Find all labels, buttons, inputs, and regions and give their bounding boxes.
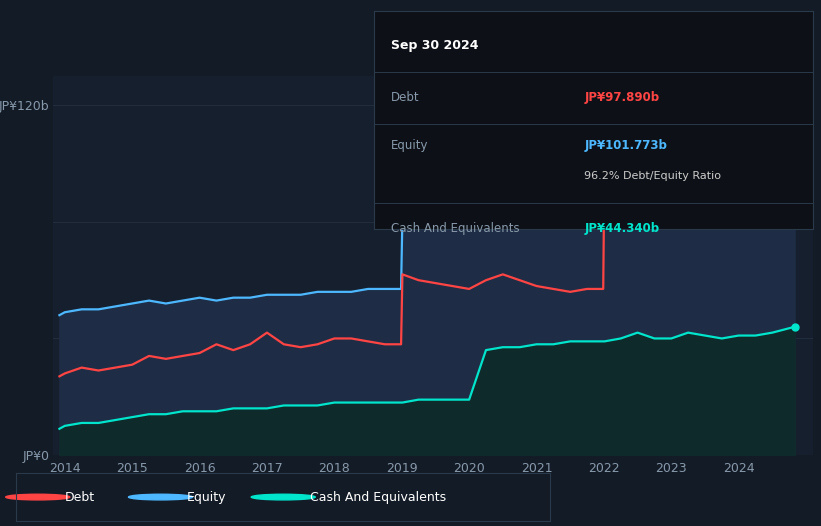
Circle shape	[251, 494, 315, 500]
Text: Debt: Debt	[65, 491, 94, 503]
Text: JP¥101.773b: JP¥101.773b	[585, 139, 667, 153]
Circle shape	[6, 494, 70, 500]
Text: Sep 30 2024: Sep 30 2024	[391, 39, 479, 52]
Text: 96.2% Debt/Equity Ratio: 96.2% Debt/Equity Ratio	[585, 171, 722, 181]
Text: JP¥44.340b: JP¥44.340b	[585, 222, 659, 235]
Text: Cash And Equivalents: Cash And Equivalents	[391, 222, 520, 235]
Text: Equity: Equity	[391, 139, 429, 153]
Text: Debt: Debt	[391, 92, 420, 104]
Text: Cash And Equivalents: Cash And Equivalents	[310, 491, 446, 503]
Text: Equity: Equity	[187, 491, 227, 503]
Circle shape	[129, 494, 193, 500]
Text: JP¥97.890b: JP¥97.890b	[585, 92, 659, 104]
